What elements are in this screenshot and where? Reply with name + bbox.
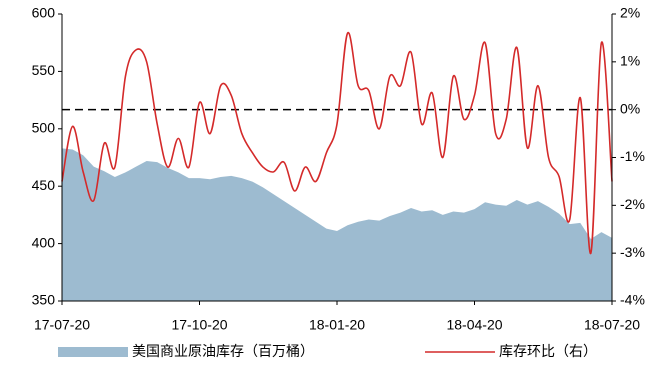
y2-tick-label: 2%	[620, 5, 640, 21]
y2-tick-label: -1%	[620, 148, 645, 164]
line	[61, 32, 613, 254]
y2-tick-label: -4%	[620, 292, 645, 308]
y-tick-label: 600	[32, 5, 56, 21]
y-tick-label: 350	[32, 292, 56, 308]
y2-tick-label: 0%	[620, 100, 640, 116]
area	[62, 148, 612, 301]
x-tick-label: 17-07-20	[34, 317, 90, 333]
y-tick-label: 550	[32, 62, 56, 78]
y2-tick-label: -3%	[620, 244, 645, 260]
legend-swatch	[58, 347, 128, 357]
x-tick-label: 18-04-20	[446, 317, 502, 333]
y-tick-label: 400	[32, 234, 56, 250]
y2-tick-label: -2%	[620, 196, 645, 212]
x-tick-label: 18-07-20	[584, 317, 640, 333]
legend-label: 库存环比（右）	[499, 344, 597, 360]
y-tick-label: 450	[32, 177, 56, 193]
x-tick-label: 17-10-20	[171, 317, 227, 333]
y-tick-label: 500	[32, 120, 56, 136]
legend-label: 美国商业原油库存（百万桶）	[132, 344, 314, 360]
x-tick-label: 18-01-20	[309, 317, 365, 333]
y2-tick-label: 1%	[620, 53, 640, 69]
